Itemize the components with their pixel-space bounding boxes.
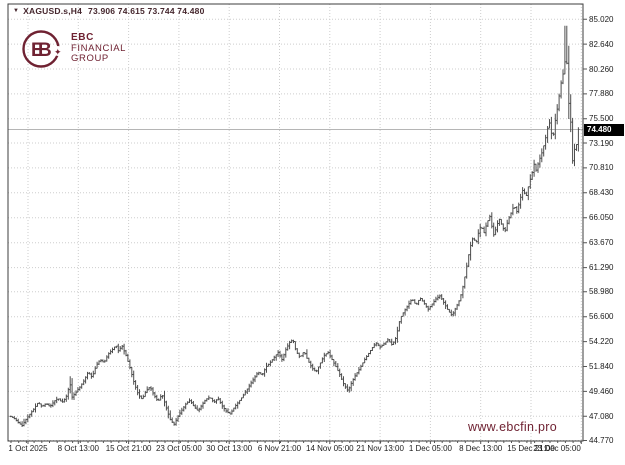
time-axis-label: 23 Oct 05:00	[155, 444, 202, 453]
time-axis-label: 1 Dec 05:00	[408, 444, 452, 453]
price-axis-label: 61.290	[589, 263, 614, 273]
time-axis-label: 15 Oct 21:00	[105, 444, 152, 453]
price-axis-label: 80.260	[589, 64, 614, 74]
time-axis-label: 14 Nov 05:00	[306, 444, 354, 453]
time-axis-label: 21 Nov 13:00	[356, 444, 404, 453]
price-axis-label: 44.770	[589, 436, 614, 445]
price-axis-label: 51.840	[589, 361, 614, 371]
price-axis-label: 66.050	[589, 213, 614, 223]
price-axis-label: 56.600	[589, 312, 614, 322]
svg-text:E: E	[31, 40, 44, 61]
price-axis-label: 58.980	[589, 287, 614, 297]
time-axis-label: 30 Oct 13:00	[206, 444, 253, 453]
price-axis-label: 68.430	[589, 188, 614, 198]
time-axis-label: 23 Dec 05:00	[533, 444, 581, 453]
chart-title-bar[interactable]: ▼ XAGUSD.s,H4 73.906 74.615 73.744 74.48…	[13, 6, 205, 16]
price-axis-label: 63.670	[589, 238, 614, 248]
ohlc-bar-ticks	[9, 61, 580, 426]
symbol-dropdown-icon[interactable]: ▼	[13, 8, 20, 14]
price-axis-label: 75.500	[589, 114, 614, 124]
price-axis-label: 77.880	[589, 89, 614, 99]
ebc-logo-monogram-icon: E B ✦	[22, 30, 63, 68]
watermark: www.ebcfin.pro	[468, 420, 557, 434]
ebc-logo: E B ✦ EBC FINANCIAL GROUP	[20, 26, 126, 72]
price-axis-label: 82.640	[589, 39, 614, 49]
time-axis-label: 15 Dec 21:00	[507, 444, 555, 453]
axis-ticks	[10, 18, 587, 444]
svg-text:B: B	[38, 40, 52, 61]
time-axis-label: 1 Oct 2025	[8, 444, 48, 453]
logo-line2: FINANCIAL	[71, 42, 127, 54]
price-axis-label: 47.080	[589, 411, 614, 421]
logo-line1: EBC	[71, 32, 94, 44]
price-axis-label: 73.190	[589, 138, 614, 148]
sparkle-icon: ✦	[54, 48, 62, 58]
logo-line3: GROUP	[71, 53, 109, 65]
price-axis-label: 70.810	[589, 163, 614, 173]
time-axis-label: 6 Nov 21:00	[257, 444, 302, 453]
symbol-period-label: XAGUSD.s,H4	[23, 6, 83, 16]
time-axis-label: 8 Oct 13:00	[57, 444, 99, 453]
current-price-badge: 74.480	[584, 123, 624, 136]
price-axis-label: 85.020	[589, 14, 614, 24]
price-axis-label: 49.460	[589, 386, 614, 396]
ohlc-values: 73.906 74.615 73.744 74.480	[88, 6, 205, 16]
time-axis-label: 8 Dec 13:00	[459, 444, 503, 453]
price-axis-label: 54.220	[589, 337, 614, 347]
